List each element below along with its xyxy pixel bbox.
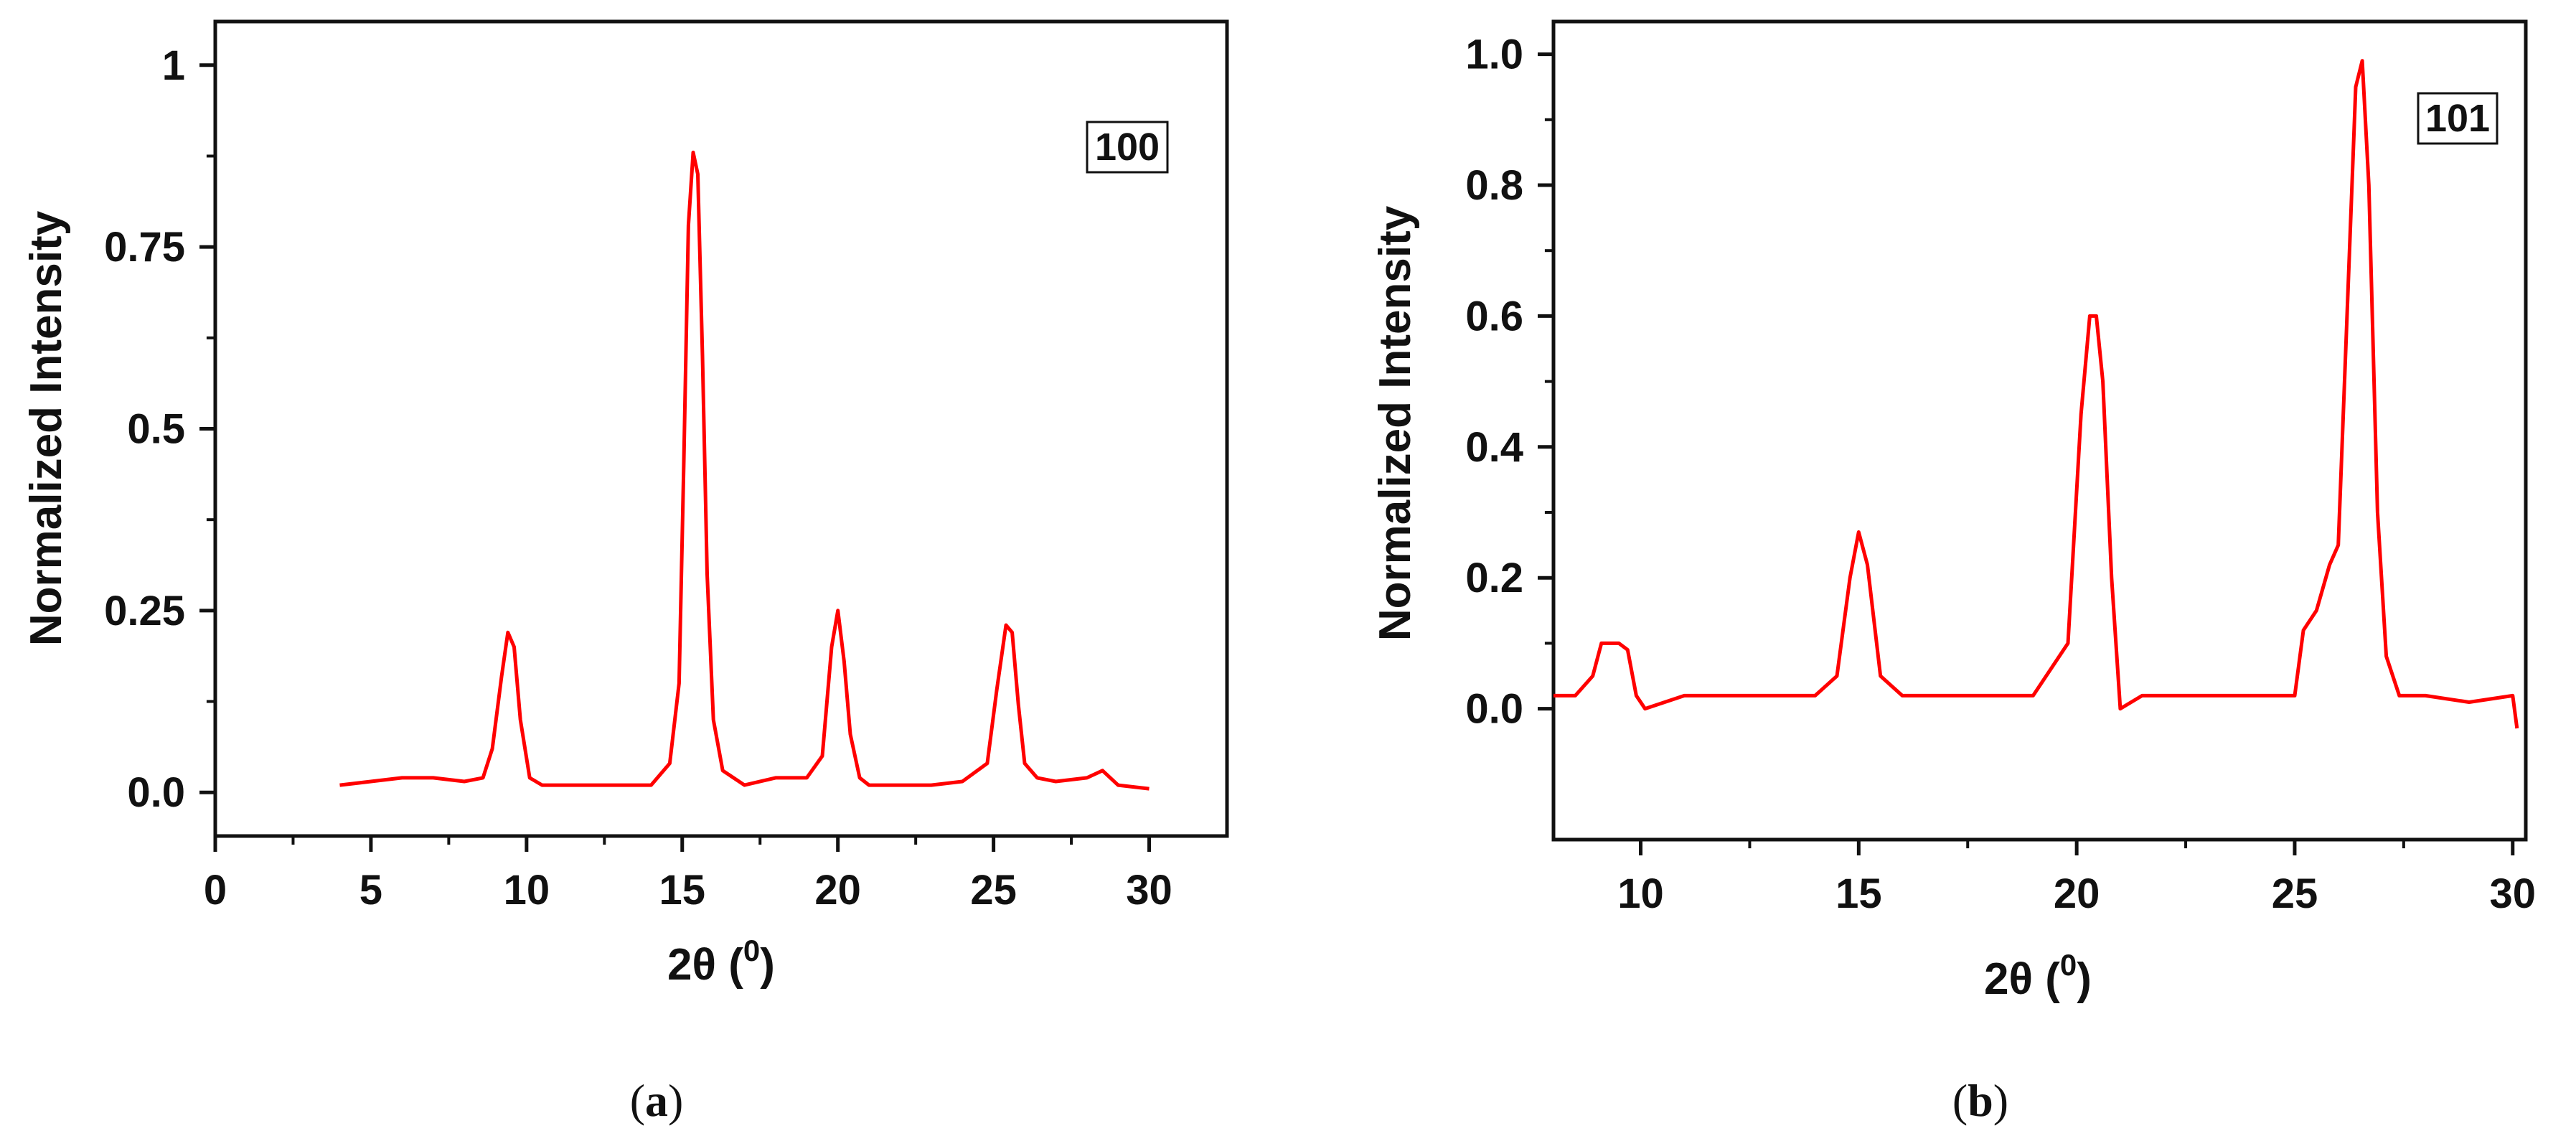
x-axis-unit-sup-a: 0	[743, 934, 760, 967]
x-ticks-b: 10 15 20 25 30	[1617, 840, 2536, 917]
x-tick-label: 25	[2272, 870, 2318, 917]
x-tick-label: 15	[659, 867, 706, 914]
y-tick-label: 0.5	[127, 406, 185, 453]
x-tick-label: 15	[1835, 870, 1882, 917]
plot-frame-b	[1551, 19, 2528, 842]
x-axis-title-b: 2θ (0)	[1984, 948, 2092, 1004]
panel-a: 0 5 10 15 20 25 30 0.0 0.25 0.5 0.75 1 100 Normali…	[22, 19, 1229, 1126]
y-tick-label: 0.8	[1465, 162, 1523, 209]
x-tick-label: 20	[814, 867, 861, 914]
y-axis-title-b: Normalized Intensity	[1371, 205, 1420, 641]
y-axis-title-a: Normalized Intensity	[22, 210, 71, 646]
panel-caption-letter-a: a	[645, 1075, 668, 1126]
x-axis-title-a: 2θ (0)	[667, 934, 775, 990]
legend-label-a: 100	[1095, 126, 1160, 169]
x-axis-symbol-a: 2θ	[667, 940, 716, 990]
y-tick-label: 0.25	[104, 588, 185, 634]
intensity-line-a	[339, 150, 1150, 791]
plot-frame-a	[213, 19, 1229, 838]
y-tick-label: 0.2	[1465, 555, 1523, 601]
y-ticks-a: 0.0 0.25 0.5 0.75 1	[104, 42, 215, 816]
y-tick-label: 1.0	[1465, 32, 1523, 78]
x-tick-label: 10	[504, 867, 550, 914]
x-ticks-a: 0 5 10 15 20 25 30	[204, 836, 1172, 914]
y-tick-label: 0.0	[1465, 686, 1523, 733]
panel-b: 10 15 20 25 30 0.0 0.2 0.4 0.6 0.8 1.0 101 Normal…	[1371, 19, 2536, 1126]
y-tick-label: 0.0	[127, 769, 185, 816]
y-tick-label: 0.75	[104, 224, 185, 271]
x-tick-label: 20	[2054, 870, 2100, 917]
x-tick-label: 10	[1617, 870, 1664, 917]
legend-box-a	[1086, 121, 1169, 174]
panel-caption-b: (b)	[1952, 1075, 2008, 1126]
y-tick-label: 0.6	[1465, 293, 1523, 339]
legend-label-b: 101	[2425, 97, 2490, 140]
intensity-line-b	[1553, 59, 2519, 729]
x-tick-label: 0	[204, 867, 227, 914]
legend-box-b	[2417, 92, 2499, 145]
panel-caption-a: (a)	[630, 1075, 684, 1126]
x-tick-label: 5	[359, 867, 382, 914]
x-tick-label: 30	[2490, 870, 2537, 917]
x-axis-symbol-b: 2θ	[1984, 954, 2033, 1004]
x-tick-label: 25	[970, 867, 1017, 914]
x-tick-label: 30	[1126, 867, 1172, 914]
y-tick-label: 0.4	[1465, 424, 1523, 471]
panel-caption-letter-b: b	[1968, 1075, 1993, 1126]
y-tick-label: 1	[162, 42, 185, 89]
y-ticks-b: 0.0 0.2 0.4 0.6 0.8 1.0	[1465, 32, 1553, 733]
x-axis-unit-sup-b: 0	[2060, 948, 2077, 982]
